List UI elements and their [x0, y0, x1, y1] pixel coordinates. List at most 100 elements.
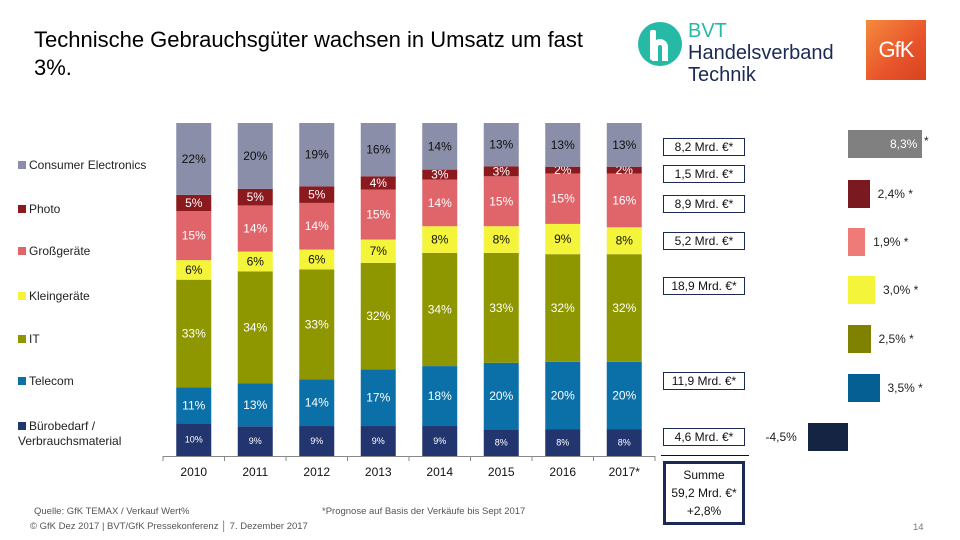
data-label: 5% [247, 190, 265, 204]
data-label: 34% [243, 320, 267, 334]
data-label: 13% [489, 138, 513, 152]
legend-item-telecom: Telecom [18, 374, 74, 389]
data-label: 16% [612, 193, 636, 207]
bar-segment [422, 123, 458, 170]
revenue-box-kleingeraete: 5,2 Mrd. €* [663, 232, 745, 250]
data-label: 17% [366, 391, 390, 405]
bar-segment [360, 189, 396, 240]
data-label: 14% [428, 139, 452, 153]
x-tick-label: 2010 [180, 465, 207, 479]
data-label: 9% [310, 436, 323, 446]
bar-segment [299, 269, 335, 380]
data-label: 9% [554, 232, 572, 246]
data-label: 15% [551, 192, 575, 206]
growth-bar [848, 374, 880, 402]
bar-segment [299, 379, 335, 427]
data-label: 6% [308, 253, 326, 267]
bar-segment [299, 186, 335, 203]
bar-segment [237, 383, 273, 427]
growth-label: 2,5% * [878, 332, 914, 346]
bar-segment [606, 166, 642, 174]
data-label: 20% [489, 389, 513, 403]
data-label: 18% [428, 389, 452, 403]
bar-segment [606, 123, 642, 167]
data-label: 9% [249, 436, 262, 446]
source-note: Quelle: GfK TEMAX / Verkauf Wert% [34, 506, 190, 517]
total-label: Summe [683, 468, 725, 482]
bar-segment [483, 166, 519, 177]
sum-divider [661, 455, 749, 456]
total-box: Summe 59,2 Mrd. €* +2,8% [663, 461, 745, 525]
bar-segment [299, 123, 335, 187]
growth-label: 3,0% * [883, 283, 919, 297]
data-label: 15% [366, 208, 390, 222]
bar-segment [422, 252, 458, 367]
bar-segment [360, 426, 396, 456]
bvt-logo: BVT Handelsverband Technik [634, 18, 854, 98]
data-label: 11% [182, 398, 205, 412]
bar-segment [360, 239, 396, 263]
legend-label: Consumer Electronics [29, 158, 147, 172]
data-label: 3% [493, 164, 511, 178]
data-label: 20% [612, 388, 636, 402]
data-label: 6% [247, 254, 265, 268]
bar-segment [606, 429, 642, 456]
data-label: 14% [428, 196, 452, 210]
bar-segment [237, 205, 273, 252]
revenue-box-buerobedarf: 4,6 Mrd. €* [663, 428, 745, 446]
bar-segment [360, 123, 396, 177]
copyright-line: © GfK Dez 2017 | BVT/GfK Pressekonferenz… [30, 521, 308, 532]
data-label: 34% [428, 302, 452, 316]
legend-item-kleingeraete: Kleingeräte [18, 289, 90, 304]
bar-segment [422, 169, 458, 180]
revenue-box-it: 18,9 Mrd. €* [663, 277, 745, 295]
data-label: 8% [616, 234, 634, 248]
bar-segment [299, 249, 335, 270]
x-tick-label: 2013 [365, 465, 392, 479]
x-tick-label: 2016 [549, 465, 576, 479]
bar-segment [176, 279, 212, 388]
x-tick-label: 2012 [303, 465, 330, 479]
legend-swatch [18, 161, 26, 169]
revenue-box-telecom: 11,9 Mrd. €* [663, 372, 745, 390]
legend-swatch [18, 292, 26, 300]
data-label: 33% [182, 327, 206, 341]
bar-segment [176, 194, 212, 212]
revenue-box-consumer-electronics: 8,2 Mrd. €* [663, 138, 745, 156]
data-label: 8% [618, 438, 631, 448]
data-label: 4% [370, 176, 388, 190]
growth-star: * [924, 134, 929, 148]
growth-label: -4,5% [765, 430, 797, 444]
bar-segment [176, 211, 212, 261]
legend-item-consumer-electronics: Consumer Electronics [18, 158, 146, 173]
data-label: 5% [185, 196, 203, 210]
bar-segment [176, 123, 212, 195]
bvt-logo-line1: BVT [688, 20, 727, 42]
legend-swatch [18, 247, 26, 255]
bar-segment [483, 429, 519, 456]
legend-label: Telecom [29, 374, 74, 388]
growth-label: 2,4% * [877, 187, 913, 201]
bar-segment [483, 226, 519, 253]
data-label: 14% [243, 222, 267, 236]
bar-segment [545, 223, 581, 255]
bar-segment [237, 123, 273, 189]
total-value: 59,2 Mrd. €* [671, 486, 737, 500]
bvt-h-icon [638, 22, 682, 66]
revenue-box-photo: 1,5 Mrd. €* [663, 165, 745, 183]
bar-segment [360, 176, 396, 190]
page-number: 14 [913, 522, 924, 533]
gfk-logo: GfK [866, 20, 926, 80]
legend-item-grossgeraete: Großgeräte [18, 244, 90, 259]
bar-segment [545, 173, 581, 224]
growth-bar [848, 228, 866, 256]
bar-segment [237, 251, 273, 272]
data-label: 13% [612, 138, 636, 152]
data-label: 32% [366, 309, 390, 323]
x-tick-label: 2017* [609, 465, 641, 479]
bar-segment [545, 361, 581, 430]
x-tick-label: 2011 [242, 465, 268, 479]
data-label: 22% [182, 152, 206, 166]
data-label: 8% [493, 233, 511, 247]
